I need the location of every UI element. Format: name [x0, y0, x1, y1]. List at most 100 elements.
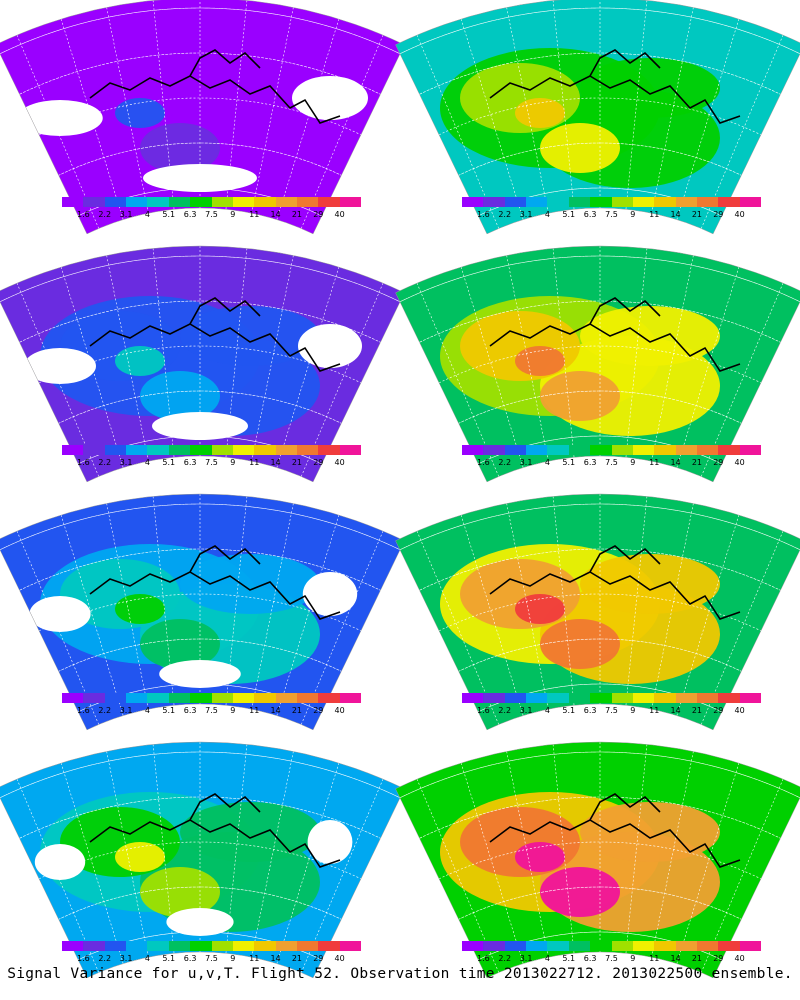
colorbar-swatch [126, 197, 148, 207]
colorbar-swatch [62, 941, 84, 951]
map-boundary [0, 493, 405, 731]
map-boundary [395, 493, 800, 731]
colorbar-tick-label: 7.5 [605, 210, 618, 219]
colorbar-tick-label: 4 [144, 954, 150, 963]
colorbar-tick-label: 6.3 [583, 210, 597, 219]
colorbar-tick-label: 2.2 [498, 706, 512, 715]
colorbar-ticks: 1.6 2.2 3.1 4 5.1 6.3 7.5 9 11 14 21 29 40 [52, 706, 372, 718]
colorbar-swatch [254, 445, 276, 455]
colorbar-tick-label: 2.2 [98, 706, 112, 715]
colorbar [62, 941, 362, 951]
colorbar-tick-label: 21 [691, 954, 703, 963]
colorbar-swatch [526, 445, 548, 455]
colorbar-swatch [211, 941, 233, 951]
colorbar-tick-label: 29 [313, 954, 324, 963]
colorbar-swatch [232, 445, 255, 455]
colorbar-swatch [568, 445, 591, 455]
variance-contour [580, 58, 720, 118]
variance-contour [115, 594, 165, 624]
colorbar-tick-label: 4 [544, 954, 550, 963]
colorbar-swatch [547, 693, 569, 703]
colorbar-tick-label: 21 [691, 706, 703, 715]
variance-contour [115, 346, 165, 376]
colorbar-tick-label: 1.6 [76, 706, 90, 715]
colorbar-tick-label: 9 [230, 954, 236, 963]
colorbar-tick-label: 2.2 [98, 210, 112, 219]
colorbar-tick-label: 3.1 [519, 954, 533, 963]
colorbar-swatch [675, 445, 697, 455]
colorbar-tick-label: 3.1 [519, 210, 533, 219]
colorbar-tick-label: 3.1 [519, 706, 533, 715]
colorbar-swatch [147, 445, 169, 455]
colorbar [462, 445, 762, 455]
colorbar [62, 693, 362, 703]
colorbar-swatch [696, 445, 719, 455]
colorbar-tick-label: 5.1 [162, 458, 176, 467]
colorbar-tick-label: 40 [334, 458, 345, 467]
colorbar-tick-label: 3.1 [119, 210, 133, 219]
colorbar-ticks: 1.6 2.2 3.1 4 5.1 6.3 7.5 9 11 14 21 29 40 [52, 954, 372, 966]
colorbar-swatch [62, 693, 84, 703]
colorbar-tick-label: 2.2 [498, 210, 512, 219]
variance-contour [580, 554, 720, 614]
colorbar-tick-label: 29 [713, 458, 724, 467]
colorbar-swatch [675, 197, 697, 207]
colorbar-tick-label: 7.5 [605, 954, 618, 963]
colorbar-tick-label: 21 [291, 706, 303, 715]
colorbar-swatch [275, 197, 297, 207]
colorbar-ticks: 1.6 2.2 3.1 4 5.1 6.3 7.5 9 11 14 21 29 40 [452, 954, 772, 966]
variance-contour [580, 802, 720, 862]
colorbar-tick-label: 29 [313, 210, 324, 219]
colorbar-swatch [568, 941, 591, 951]
colorbar-swatch [211, 693, 233, 703]
colorbar-swatch [739, 445, 762, 455]
colorbar-tick-label: 7.5 [605, 458, 618, 467]
colorbar-swatch [296, 197, 319, 207]
colorbar-tick-label: 5.1 [562, 706, 576, 715]
colorbar-tick-label: 14 [670, 706, 681, 715]
colorbar-swatch [696, 693, 719, 703]
variance-map [395, 0, 800, 235]
colorbar-swatch [83, 197, 105, 207]
colorbar-tick-label: 3.1 [519, 458, 533, 467]
colorbar-swatch [611, 445, 633, 455]
colorbar-swatch [483, 693, 505, 703]
map-boundary [0, 245, 405, 483]
colorbar-swatch [462, 197, 484, 207]
colorbar-ticks: 1.6 2.2 3.1 4 5.1 6.3 7.5 9 11 14 21 29 40 [52, 210, 372, 222]
colorbar-tick-label: 40 [334, 210, 345, 219]
colorbar-tick-label: 2.2 [498, 458, 512, 467]
colorbar-tick-label: 5.1 [162, 954, 176, 963]
map-panel: 2013022712 + 36h1.62.23.145.16.37.591114… [0, 741, 405, 992]
colorbar-tick-label: 7.5 [205, 210, 218, 219]
coastline [89, 793, 341, 868]
colorbar-ticks: 1.6 2.2 3.1 4 5.1 6.3 7.5 9 11 14 21 29 40 [452, 458, 772, 470]
colorbar-tick-label: 6.3 [583, 706, 597, 715]
colorbar-tick-label: 14 [270, 458, 281, 467]
colorbar-tick-label: 11 [249, 458, 260, 467]
colorbar-tick-label: 14 [270, 210, 281, 219]
colorbar-tick-label: 5.1 [162, 706, 176, 715]
colorbar-tick-label: 1.6 [476, 954, 490, 963]
colorbar-ticks: 1.6 2.2 3.1 4 5.1 6.3 7.5 9 11 14 21 29 40 [452, 706, 772, 718]
colorbar-tick-label: 9 [630, 706, 636, 715]
colorbar-tick-label: 4 [144, 210, 150, 219]
colorbar-tick-label: 40 [734, 458, 745, 467]
colorbar-swatch [339, 941, 362, 951]
variance-map [395, 741, 800, 979]
colorbar-swatch [462, 941, 484, 951]
colorbar-tick-label: 9 [230, 458, 236, 467]
colorbar-swatch [696, 197, 719, 207]
colorbar-swatch [147, 941, 169, 951]
colorbar [462, 941, 762, 951]
colorbar-swatch [232, 941, 255, 951]
variance-contour [515, 346, 565, 376]
colorbar-swatch [718, 445, 740, 455]
map-boundary [395, 0, 800, 235]
colorbar-tick-label: 5.1 [562, 210, 576, 219]
colorbar-tick-label: 4 [544, 210, 550, 219]
colorbar-ticks: 1.6 2.2 3.1 4 5.1 6.3 7.5 9 11 14 21 29 40 [52, 458, 372, 470]
variance-contour [540, 867, 620, 917]
colorbar-swatch [168, 445, 191, 455]
colorbar-swatch [296, 941, 319, 951]
